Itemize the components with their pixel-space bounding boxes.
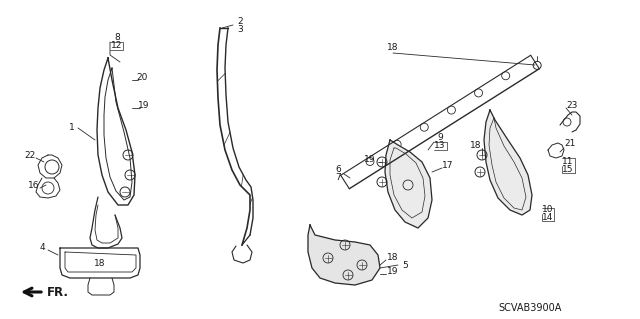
Polygon shape	[308, 225, 380, 285]
Text: 1: 1	[69, 123, 75, 132]
Text: 5: 5	[402, 261, 408, 270]
Text: 10: 10	[542, 205, 554, 214]
Text: 13: 13	[435, 142, 445, 151]
Text: 15: 15	[563, 166, 573, 174]
Text: 2: 2	[237, 18, 243, 26]
Text: 4: 4	[39, 243, 45, 253]
Text: 19: 19	[387, 268, 399, 277]
Text: 7: 7	[335, 174, 341, 182]
Text: 19: 19	[138, 100, 150, 109]
Text: 18: 18	[387, 43, 399, 53]
Text: FR.: FR.	[47, 286, 69, 299]
Text: 23: 23	[566, 100, 578, 109]
Text: 19: 19	[364, 155, 376, 165]
Text: SCVAB3900A: SCVAB3900A	[499, 303, 562, 313]
Text: 18: 18	[94, 258, 106, 268]
Text: 16: 16	[28, 181, 40, 189]
Text: 18: 18	[470, 140, 482, 150]
Text: 18: 18	[387, 254, 399, 263]
Text: 6: 6	[335, 166, 341, 174]
Text: 22: 22	[24, 151, 36, 160]
Text: 21: 21	[564, 138, 576, 147]
Text: 9: 9	[437, 133, 443, 143]
Text: 8: 8	[114, 33, 120, 42]
Text: 20: 20	[136, 73, 148, 83]
Polygon shape	[484, 110, 532, 215]
Text: 17: 17	[442, 160, 454, 169]
Text: 14: 14	[542, 213, 554, 222]
Text: 3: 3	[237, 26, 243, 34]
Polygon shape	[385, 140, 432, 228]
Text: 12: 12	[111, 41, 123, 50]
Text: 11: 11	[563, 158, 573, 167]
